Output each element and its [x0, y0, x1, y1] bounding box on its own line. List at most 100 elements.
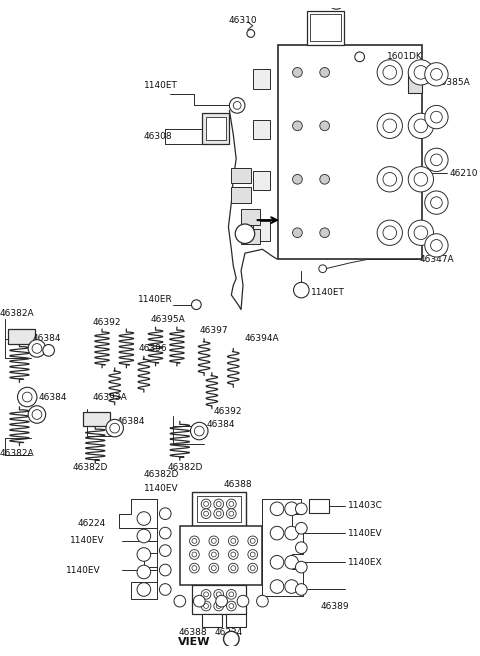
- Circle shape: [293, 121, 302, 131]
- Text: 46397: 46397: [199, 327, 228, 335]
- Circle shape: [137, 565, 151, 579]
- Circle shape: [201, 509, 211, 518]
- Circle shape: [328, 0, 344, 9]
- Circle shape: [193, 595, 205, 607]
- Circle shape: [229, 511, 234, 516]
- Circle shape: [137, 512, 151, 525]
- Bar: [253, 171, 270, 190]
- Text: 46210: 46210: [449, 169, 478, 178]
- Circle shape: [383, 66, 396, 79]
- Text: 46392: 46392: [214, 407, 242, 416]
- Bar: [310, 14, 341, 41]
- Circle shape: [408, 167, 433, 192]
- Circle shape: [377, 60, 402, 85]
- Circle shape: [194, 426, 204, 436]
- Circle shape: [201, 590, 211, 599]
- Circle shape: [192, 565, 197, 571]
- Circle shape: [296, 584, 307, 595]
- Bar: [241, 229, 261, 245]
- Circle shape: [250, 565, 255, 571]
- Bar: [231, 187, 251, 203]
- Circle shape: [190, 536, 199, 546]
- Circle shape: [192, 300, 201, 310]
- Circle shape: [214, 509, 224, 518]
- Text: 46224: 46224: [214, 628, 242, 637]
- Circle shape: [425, 106, 448, 129]
- Circle shape: [248, 564, 258, 573]
- Circle shape: [231, 565, 236, 571]
- Circle shape: [320, 228, 329, 237]
- Text: 1140EV: 1140EV: [70, 537, 105, 545]
- Circle shape: [209, 550, 219, 560]
- Circle shape: [224, 631, 239, 647]
- Text: A: A: [242, 229, 248, 238]
- Text: VIEW: VIEW: [178, 637, 211, 647]
- Text: 46347A: 46347A: [420, 255, 455, 264]
- Circle shape: [285, 526, 299, 540]
- Circle shape: [250, 552, 255, 557]
- Circle shape: [28, 340, 46, 357]
- Circle shape: [296, 503, 307, 515]
- Circle shape: [32, 344, 42, 354]
- Text: 11403C: 11403C: [348, 501, 383, 510]
- Circle shape: [137, 583, 151, 596]
- Circle shape: [319, 265, 326, 273]
- Circle shape: [137, 529, 151, 543]
- Circle shape: [431, 68, 442, 80]
- Circle shape: [247, 30, 255, 37]
- Circle shape: [293, 174, 302, 184]
- Bar: [253, 120, 270, 140]
- Text: 46384: 46384: [117, 417, 145, 426]
- Circle shape: [201, 601, 211, 611]
- Circle shape: [229, 592, 234, 597]
- Circle shape: [248, 536, 258, 546]
- Text: 46382D: 46382D: [73, 462, 108, 472]
- Bar: [180, 526, 263, 584]
- Circle shape: [201, 499, 211, 509]
- Bar: [408, 72, 422, 92]
- Circle shape: [231, 539, 236, 543]
- Text: A: A: [228, 634, 235, 644]
- Circle shape: [211, 552, 216, 557]
- Bar: [231, 168, 251, 183]
- Circle shape: [377, 220, 402, 245]
- Circle shape: [204, 511, 208, 516]
- Circle shape: [190, 564, 199, 573]
- Circle shape: [209, 564, 219, 573]
- Circle shape: [237, 595, 249, 607]
- Circle shape: [159, 527, 171, 539]
- Circle shape: [192, 552, 197, 557]
- Circle shape: [296, 542, 307, 554]
- Text: 46394A: 46394A: [245, 334, 279, 343]
- Circle shape: [228, 550, 238, 560]
- Circle shape: [270, 580, 284, 594]
- Bar: [192, 584, 246, 614]
- Text: 46388: 46388: [178, 628, 207, 637]
- Circle shape: [227, 499, 236, 509]
- Text: 46384: 46384: [206, 420, 235, 429]
- Bar: [307, 11, 344, 45]
- Circle shape: [228, 564, 238, 573]
- Text: 1140ER: 1140ER: [138, 295, 173, 304]
- Circle shape: [28, 406, 46, 423]
- Circle shape: [383, 226, 396, 239]
- Circle shape: [257, 595, 268, 607]
- Circle shape: [293, 68, 302, 77]
- Circle shape: [414, 119, 428, 133]
- Circle shape: [270, 526, 284, 540]
- Bar: [192, 492, 246, 526]
- Bar: [83, 411, 110, 426]
- Circle shape: [191, 422, 208, 440]
- Circle shape: [355, 52, 364, 62]
- Circle shape: [320, 68, 329, 77]
- Circle shape: [211, 565, 216, 571]
- Text: 1140ET: 1140ET: [144, 81, 178, 91]
- Circle shape: [228, 536, 238, 546]
- Bar: [253, 70, 270, 89]
- Bar: [278, 45, 422, 259]
- Text: 46382D: 46382D: [167, 462, 203, 472]
- Text: 46382D: 46382D: [144, 470, 179, 480]
- Text: 1140EV: 1140EV: [348, 529, 383, 538]
- Circle shape: [235, 224, 255, 243]
- Circle shape: [17, 387, 37, 407]
